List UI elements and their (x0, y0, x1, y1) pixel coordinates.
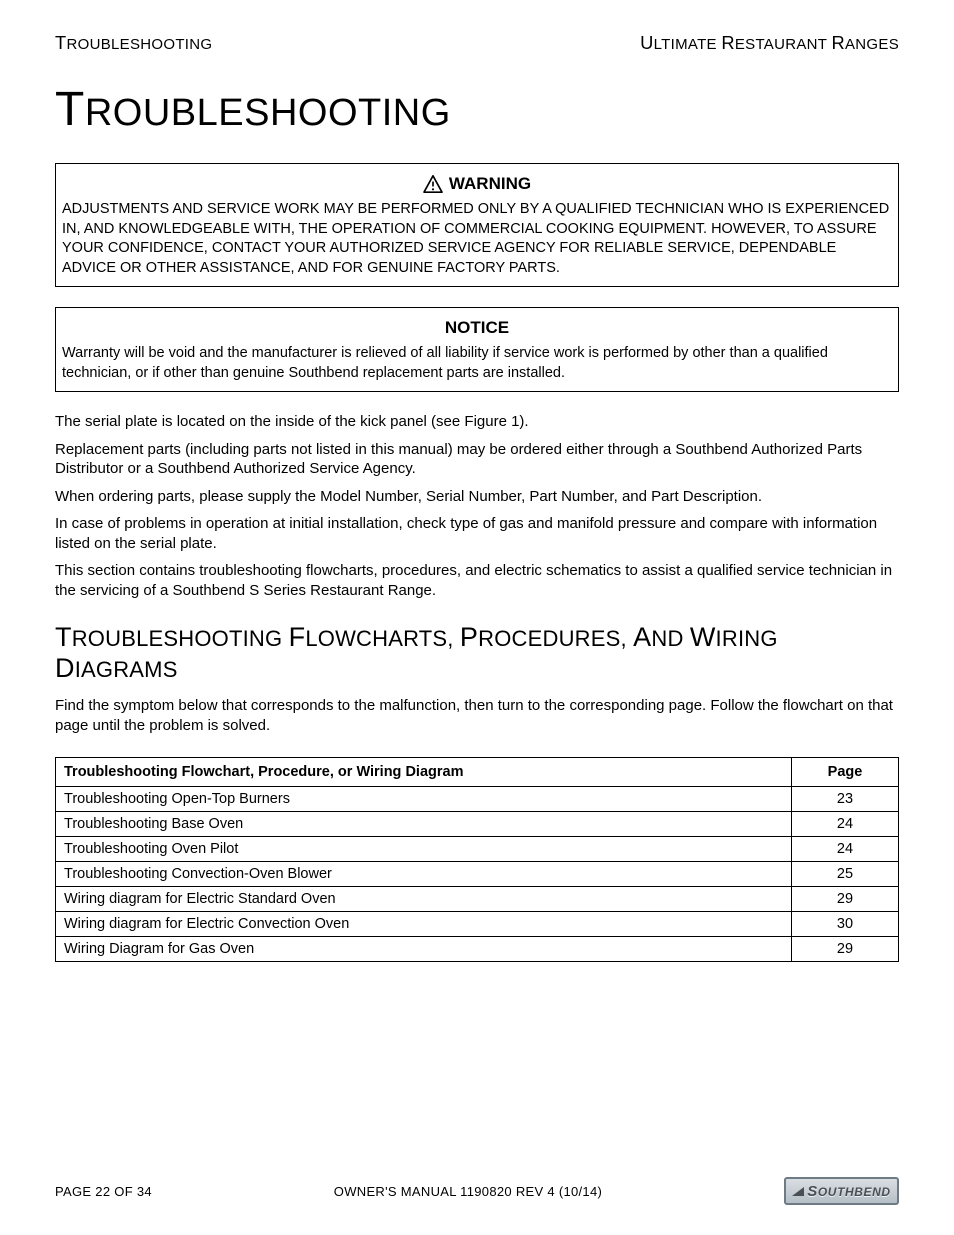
warning-icon (423, 175, 443, 193)
logo-first-letter: S (807, 1183, 818, 1200)
paragraph: The serial plate is located on the insid… (55, 412, 899, 432)
table-cell-label: Wiring Diagram for Gas Oven (56, 937, 792, 962)
logo-rest: OUTHBEND (818, 1185, 891, 1199)
table-cell-page: 24 (792, 837, 899, 862)
southbend-logo: SOUTHBEND (784, 1177, 899, 1205)
table-row: Wiring diagram for Electric Standard Ove… (56, 887, 899, 912)
footer-page-prefix: PAGE (55, 1184, 91, 1199)
table-cell-label: Wiring diagram for Electric Convection O… (56, 912, 792, 937)
table-body: Troubleshooting Open-Top Burners23Troubl… (56, 787, 899, 962)
header-left: TROUBLESHOOTING (55, 32, 212, 54)
notice-title-row: NOTICE (56, 308, 898, 344)
table-row: Troubleshooting Base Oven24 (56, 812, 899, 837)
page-footer: PAGE 22 OF 34 OWNER'S MANUAL 1190820 REV… (55, 1177, 899, 1205)
table-row: Troubleshooting Open-Top Burners23 (56, 787, 899, 812)
page-title: TROUBLESHOOTING (55, 82, 899, 137)
header-right: ULTIMATE RESTAURANT RANGES (640, 32, 899, 54)
table-cell-page: 23 (792, 787, 899, 812)
footer-manual-id: OWNER'S MANUAL 1190820 REV 4 (10/14) (334, 1184, 602, 1199)
running-header: TROUBLESHOOTING ULTIMATE RESTAURANT RANG… (55, 32, 899, 54)
footer-page-current: 22 (95, 1184, 110, 1199)
section-title: TROUBLESHOOTING FLOWCHARTS, PROCEDURES, … (55, 622, 899, 684)
table-cell-page: 29 (792, 887, 899, 912)
logo-triangle-icon (792, 1187, 804, 1196)
table-cell-label: Wiring diagram for Electric Standard Ove… (56, 887, 792, 912)
troubleshooting-table: Troubleshooting Flowchart, Procedure, or… (55, 757, 899, 962)
table-row: Wiring Diagram for Gas Oven29 (56, 937, 899, 962)
table-cell-page: 24 (792, 812, 899, 837)
paragraph: In case of problems in operation at init… (55, 514, 899, 553)
table-header-row: Troubleshooting Flowchart, Procedure, or… (56, 758, 899, 787)
warning-box: WARNING ADJUSTMENTS AND SERVICE WORK MAY… (55, 163, 899, 287)
section-intro: Find the symptom below that corresponds … (55, 696, 899, 735)
table-cell-page: 30 (792, 912, 899, 937)
warning-title-row: WARNING (56, 164, 898, 200)
paragraph: This section contains troubleshooting fl… (55, 561, 899, 600)
table-cell-page: 25 (792, 862, 899, 887)
table-cell-label: Troubleshooting Open-Top Burners (56, 787, 792, 812)
table-row: Troubleshooting Convection-Oven Blower25 (56, 862, 899, 887)
footer-page-mid: OF (114, 1184, 133, 1199)
warning-body: ADJUSTMENTS AND SERVICE WORK MAY BE PERF… (56, 200, 898, 286)
table-cell-label: Troubleshooting Oven Pilot (56, 837, 792, 862)
notice-title: NOTICE (445, 318, 509, 338)
table-row: Wiring diagram for Electric Convection O… (56, 912, 899, 937)
table-col2-header: Page (792, 758, 899, 787)
body-paragraphs: The serial plate is located on the insid… (55, 412, 899, 600)
notice-body: Warranty will be void and the manufactur… (56, 344, 898, 391)
table-row: Troubleshooting Oven Pilot24 (56, 837, 899, 862)
paragraph: When ordering parts, please supply the M… (55, 487, 899, 507)
footer-page-total: 34 (137, 1184, 152, 1199)
table-cell-label: Troubleshooting Base Oven (56, 812, 792, 837)
table-col1-header: Troubleshooting Flowchart, Procedure, or… (56, 758, 792, 787)
warning-title: WARNING (449, 174, 531, 194)
logo-text: SOUTHBEND (792, 1183, 890, 1200)
table-cell-label: Troubleshooting Convection-Oven Blower (56, 862, 792, 887)
notice-box: NOTICE Warranty will be void and the man… (55, 307, 899, 392)
paragraph: Replacement parts (including parts not l… (55, 440, 899, 479)
footer-page-number: PAGE 22 OF 34 (55, 1184, 152, 1199)
document-page: TROUBLESHOOTING ULTIMATE RESTAURANT RANG… (0, 0, 954, 1235)
table-cell-page: 29 (792, 937, 899, 962)
